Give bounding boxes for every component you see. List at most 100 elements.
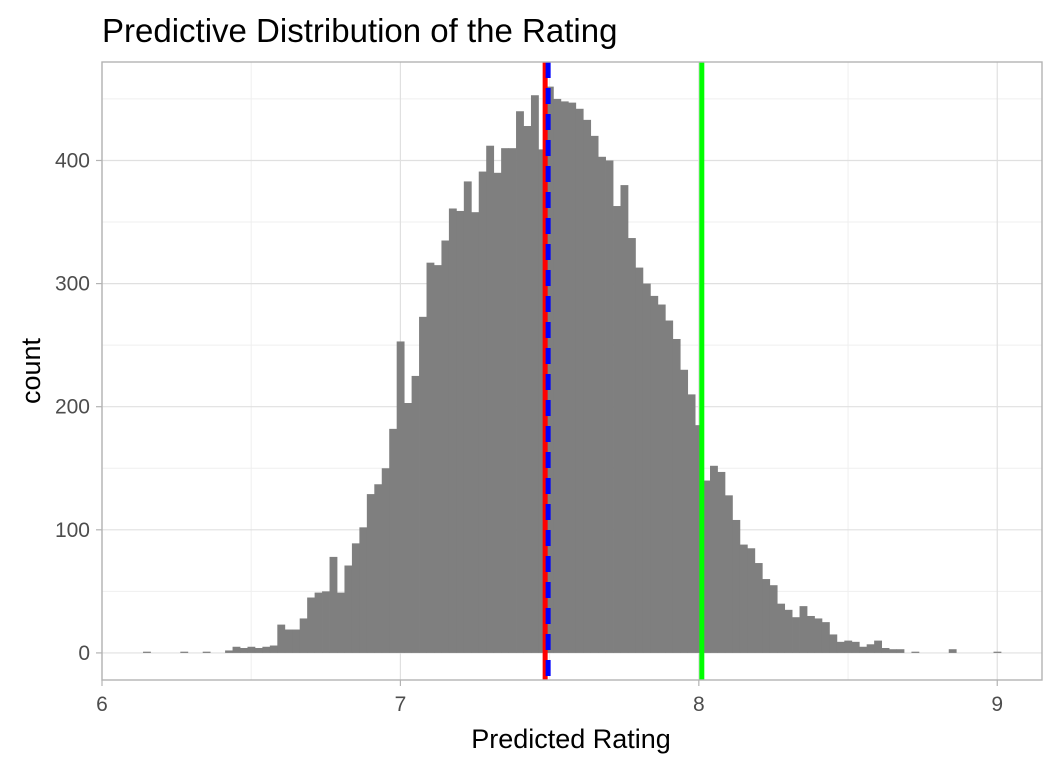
histogram-bar xyxy=(411,375,420,653)
histogram-bar xyxy=(665,320,674,653)
histogram-bar xyxy=(404,403,413,653)
histogram-bar xyxy=(314,592,323,653)
histogram-bar xyxy=(143,651,151,653)
histogram-bar xyxy=(426,262,435,653)
histogram-bar xyxy=(396,341,405,653)
histogram-bar xyxy=(896,649,905,653)
y-tick-label: 0 xyxy=(78,642,90,665)
x-tick-label: 9 xyxy=(991,693,1003,716)
y-tick-label: 300 xyxy=(55,273,90,296)
histogram-bar xyxy=(598,156,606,653)
histogram-bar xyxy=(635,267,644,653)
histogram-bar xyxy=(322,591,330,653)
histogram-bar xyxy=(620,185,629,653)
histogram-bar xyxy=(762,579,771,653)
histogram-bar xyxy=(590,135,599,653)
histogram-bar xyxy=(807,615,815,653)
histogram-bar xyxy=(448,208,457,653)
histogram-bar xyxy=(866,644,875,653)
histogram-bar xyxy=(508,148,517,653)
histogram-bar xyxy=(836,641,845,653)
y-tick-label: 100 xyxy=(55,519,90,542)
histogram-bar xyxy=(739,544,748,653)
histogram-bar xyxy=(240,647,248,653)
histogram-bar xyxy=(202,651,211,653)
histogram-bar xyxy=(784,609,793,653)
x-tick-label: 7 xyxy=(395,693,407,716)
histogram-bar xyxy=(672,338,681,653)
histogram-bar xyxy=(650,295,659,653)
histogram-bar xyxy=(463,181,472,653)
y-tick-label: 200 xyxy=(55,396,90,419)
histogram-bar xyxy=(851,641,860,653)
histogram-bar xyxy=(351,543,360,653)
y-axis-title: count xyxy=(16,337,46,404)
chart-title: Predictive Distribution of the Rating xyxy=(102,12,617,49)
histogram-bar xyxy=(724,495,733,653)
histogram-bar xyxy=(859,646,868,653)
histogram-bar xyxy=(814,618,823,653)
histogram-bar xyxy=(627,238,636,653)
histogram-bar xyxy=(299,618,308,653)
histogram-bar xyxy=(419,316,427,653)
histogram-bar xyxy=(747,548,756,653)
histogram-bar xyxy=(433,265,442,653)
x-tick-label: 8 xyxy=(693,693,705,716)
histogram-bars xyxy=(143,86,1002,653)
histogram-bar xyxy=(493,172,502,653)
histogram-bar xyxy=(329,556,338,653)
histogram-bar xyxy=(874,640,883,653)
histogram-bar xyxy=(471,212,480,653)
histogram-bar xyxy=(441,240,450,653)
histogram-bar xyxy=(687,394,696,653)
reference-lines xyxy=(542,62,705,680)
histogram-bar xyxy=(225,650,233,653)
histogram-bar xyxy=(374,484,383,653)
histogram-bar xyxy=(680,369,689,653)
histogram-bar xyxy=(247,646,256,653)
histogram-bar xyxy=(538,149,547,653)
histogram-bar xyxy=(754,563,763,653)
histogram-bar xyxy=(553,98,562,653)
histogram-bar xyxy=(366,494,375,653)
histogram-bar xyxy=(486,145,495,653)
histogram-bar xyxy=(359,527,368,653)
histogram-bar xyxy=(180,651,189,653)
histogram-bar xyxy=(829,634,838,653)
histogram-bar xyxy=(254,647,263,653)
histogram-bar xyxy=(769,585,778,653)
histogram-bar xyxy=(560,101,569,653)
histogram-bar xyxy=(269,645,278,653)
histogram-bar xyxy=(642,283,651,653)
histogram-bar xyxy=(381,468,390,653)
histogram-bar xyxy=(337,592,345,653)
histogram-bar xyxy=(911,651,920,653)
histogram-bar xyxy=(389,428,398,653)
histogram-bar xyxy=(530,95,539,653)
histogram-bar xyxy=(821,622,830,653)
histogram-bar xyxy=(501,148,509,653)
histogram-bar xyxy=(478,171,487,653)
histogram-bar xyxy=(605,160,614,653)
histogram-bar xyxy=(732,519,741,653)
histogram-bar xyxy=(456,210,465,653)
histogram-bar xyxy=(516,111,524,653)
x-axis-ticks: 6 7 8 9 xyxy=(96,680,1003,716)
histogram-bar xyxy=(613,206,621,653)
histogram-bar xyxy=(844,640,853,653)
histogram-bar xyxy=(232,646,241,653)
histogram-bar xyxy=(523,126,532,653)
histogram-bar xyxy=(799,606,808,653)
histogram-bar xyxy=(344,565,353,653)
histogram-bar xyxy=(993,651,1002,653)
histogram-bar xyxy=(710,465,718,653)
histogram-bar xyxy=(583,119,592,653)
histogram-bar xyxy=(307,597,316,653)
y-tick-label: 400 xyxy=(55,149,90,172)
panel-border xyxy=(101,61,1043,681)
histogram-bar xyxy=(695,425,703,653)
histogram-bar xyxy=(657,304,666,653)
histogram-bar xyxy=(702,480,711,653)
histogram-bar xyxy=(568,102,577,653)
